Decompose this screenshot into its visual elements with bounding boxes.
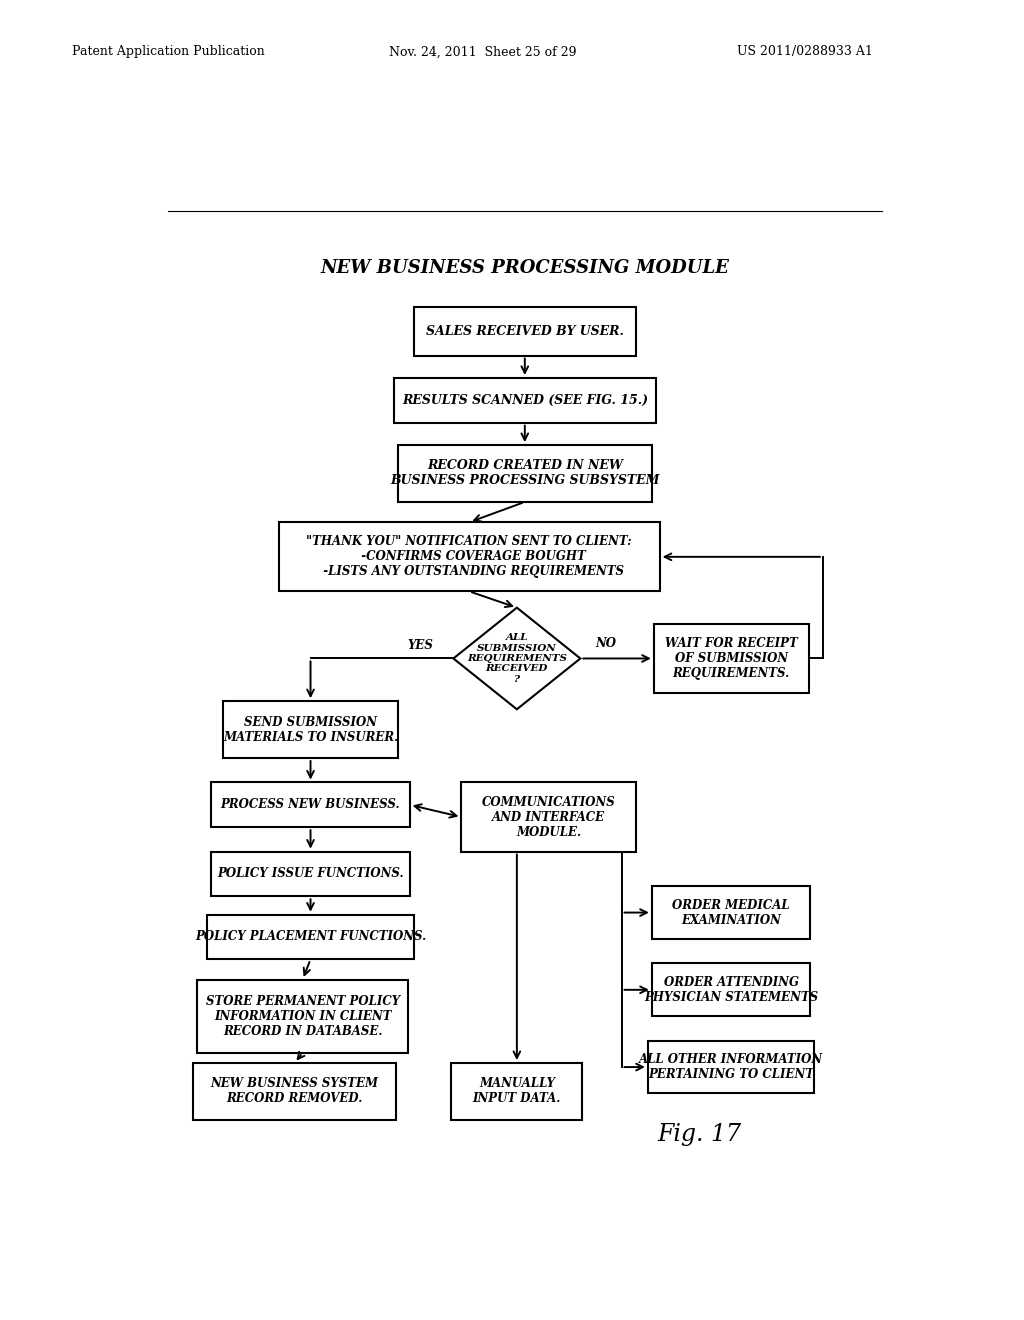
FancyBboxPatch shape — [652, 964, 811, 1016]
Text: POLICY ISSUE FUNCTIONS.: POLICY ISSUE FUNCTIONS. — [217, 867, 403, 880]
FancyBboxPatch shape — [452, 1063, 583, 1119]
FancyBboxPatch shape — [207, 915, 414, 960]
FancyBboxPatch shape — [397, 445, 651, 502]
Text: RECORD CREATED IN NEW
BUSINESS PROCESSING SUBSYSTEM: RECORD CREATED IN NEW BUSINESS PROCESSIN… — [390, 459, 659, 487]
Text: Fig. 17: Fig. 17 — [657, 1122, 741, 1146]
Text: NEW BUSINESS PROCESSING MODULE: NEW BUSINESS PROCESSING MODULE — [321, 259, 729, 277]
Polygon shape — [454, 607, 581, 709]
FancyBboxPatch shape — [279, 523, 659, 591]
Text: NO: NO — [596, 638, 616, 651]
Text: ORDER ATTENDING
PHYSICIAN STATEMENTS: ORDER ATTENDING PHYSICIAN STATEMENTS — [644, 975, 818, 1003]
Text: ORDER MEDICAL
EXAMINATION: ORDER MEDICAL EXAMINATION — [673, 899, 790, 927]
Text: YES: YES — [408, 639, 433, 652]
Text: SEND SUBMISSION
MATERIALS TO INSURER.: SEND SUBMISSION MATERIALS TO INSURER. — [223, 715, 398, 743]
FancyBboxPatch shape — [211, 783, 410, 828]
Text: SALES RECEIVED BY USER.: SALES RECEIVED BY USER. — [426, 325, 624, 338]
FancyBboxPatch shape — [198, 979, 408, 1053]
FancyBboxPatch shape — [648, 1040, 814, 1093]
FancyBboxPatch shape — [462, 783, 636, 851]
FancyBboxPatch shape — [414, 306, 636, 355]
Text: US 2011/0288933 A1: US 2011/0288933 A1 — [737, 45, 873, 58]
Text: STORE PERMANENT POLICY
INFORMATION IN CLIENT
RECORD IN DATABASE.: STORE PERMANENT POLICY INFORMATION IN CL… — [206, 995, 399, 1038]
Text: PROCESS NEW BUSINESS.: PROCESS NEW BUSINESS. — [221, 799, 400, 812]
FancyBboxPatch shape — [394, 378, 655, 422]
Text: MANUALLY
INPUT DATA.: MANUALLY INPUT DATA. — [473, 1077, 561, 1105]
Text: RESULTS SCANNED (SEE FIG. 15.): RESULTS SCANNED (SEE FIG. 15.) — [401, 393, 648, 407]
Text: ALL OTHER INFORMATION
PERTAINING TO CLIENT: ALL OTHER INFORMATION PERTAINING TO CLIE… — [639, 1053, 823, 1081]
Text: NEW BUSINESS SYSTEM
RECORD REMOVED.: NEW BUSINESS SYSTEM RECORD REMOVED. — [211, 1077, 379, 1105]
FancyBboxPatch shape — [653, 624, 809, 693]
FancyBboxPatch shape — [211, 851, 410, 896]
FancyBboxPatch shape — [194, 1063, 396, 1119]
Text: Patent Application Publication: Patent Application Publication — [72, 45, 264, 58]
Text: ALL
SUBMISSION
REQUIREMENTS
RECEIVED
?: ALL SUBMISSION REQUIREMENTS RECEIVED ? — [467, 634, 567, 684]
FancyBboxPatch shape — [652, 886, 811, 939]
Text: WAIT FOR RECEIPT
OF SUBMISSION
REQUIREMENTS.: WAIT FOR RECEIPT OF SUBMISSION REQUIREME… — [665, 638, 798, 680]
Text: COMMUNICATIONS
AND INTERFACE
MODULE.: COMMUNICATIONS AND INTERFACE MODULE. — [481, 796, 615, 838]
FancyBboxPatch shape — [223, 701, 397, 758]
Text: POLICY PLACEMENT FUNCTIONS.: POLICY PLACEMENT FUNCTIONS. — [195, 931, 426, 944]
Text: "THANK YOU" NOTIFICATION SENT TO CLIENT:
  -CONFIRMS COVERAGE BOUGHT
  -LISTS AN: "THANK YOU" NOTIFICATION SENT TO CLIENT:… — [306, 536, 632, 578]
Text: Nov. 24, 2011  Sheet 25 of 29: Nov. 24, 2011 Sheet 25 of 29 — [389, 45, 577, 58]
